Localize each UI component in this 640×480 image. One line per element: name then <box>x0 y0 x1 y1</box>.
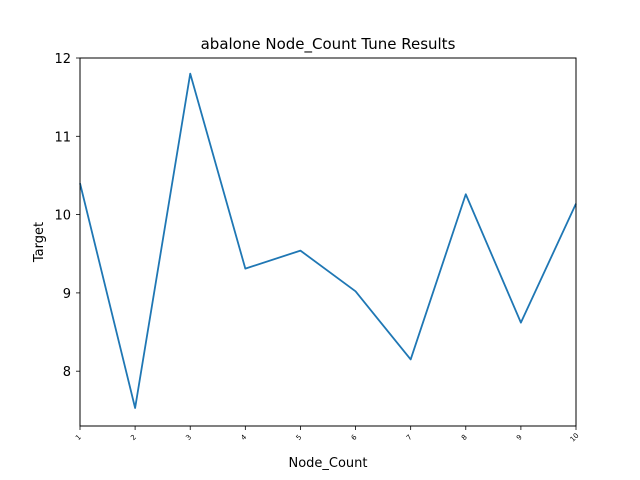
x-tick-label: 10 <box>569 432 581 444</box>
x-tick-label: 2 <box>129 433 138 442</box>
chart-title: abalone Node_Count Tune Results <box>201 35 456 54</box>
x-tick-label: 7 <box>405 433 414 442</box>
y-tick-label: 12 <box>54 52 71 67</box>
y-tick-label: 11 <box>54 130 71 145</box>
x-tick-label: 8 <box>460 433 469 442</box>
y-tick-label: 9 <box>63 287 71 302</box>
x-tick-label: 4 <box>240 433 249 442</box>
y-axis: 8 9 10 11 12 <box>54 52 80 380</box>
x-axis: 1 2 3 4 5 6 7 8 9 10 <box>74 426 581 444</box>
series-group <box>79 72 577 409</box>
x-tick-label: 3 <box>184 433 193 442</box>
x-tick-label: 1 <box>74 433 83 442</box>
plot-area <box>80 58 576 426</box>
series-line <box>79 72 577 409</box>
x-tick-label: 9 <box>515 433 524 442</box>
y-axis-label: Target <box>32 222 47 263</box>
plot-border <box>79 57 577 427</box>
x-axis-label: Node_Count <box>288 456 367 471</box>
x-tick-label: 6 <box>350 433 359 442</box>
x-tick-label: 5 <box>295 433 304 442</box>
y-tick-label: 8 <box>63 365 71 380</box>
y-tick-label: 10 <box>54 209 71 224</box>
